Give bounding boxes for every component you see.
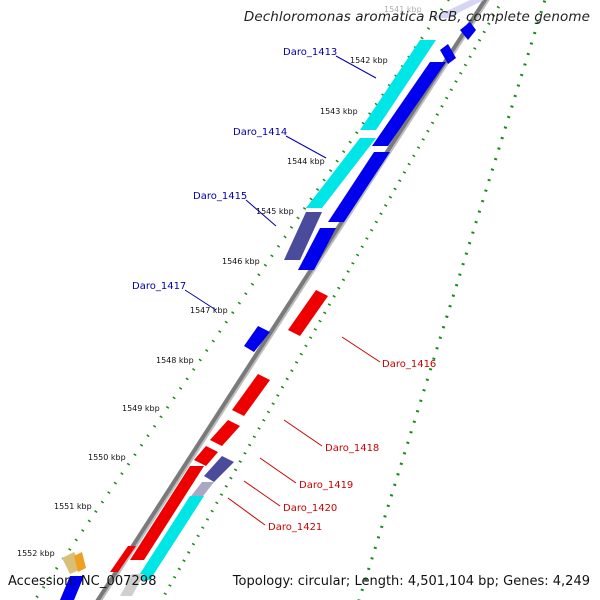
gene-label-forward[interactable]: Daro_1415 xyxy=(193,191,247,202)
grey-cds xyxy=(188,482,214,500)
gene-leader-line xyxy=(243,480,281,507)
accession-label: Accession: xyxy=(8,574,77,589)
gene-label-forward[interactable]: Daro_1413 xyxy=(283,47,337,58)
accession-info: Accession: NC_007298 xyxy=(8,574,157,589)
kbp-tick-label: 1550 kbp xyxy=(88,453,126,462)
cyan-highlight-top xyxy=(360,40,436,130)
kbp-tick-label: 1546 kbp xyxy=(222,257,260,266)
kbp-tick-label: 1545 kbp xyxy=(256,207,294,216)
kbp-tick-label: 1541 kbp xyxy=(384,5,422,14)
gene-leader-line xyxy=(335,55,377,79)
gene-label-forward[interactable]: Daro_1414 xyxy=(233,127,287,138)
red-cds-2 xyxy=(232,374,270,416)
gene-labels: Daro_1413 Daro_1414 Daro_1415 Daro_1417 Daro… xyxy=(132,47,436,533)
genome-backbone xyxy=(95,0,489,600)
gene-label-forward[interactable]: Daro_1417 xyxy=(132,281,186,292)
orange-cds-bottom xyxy=(74,552,86,572)
length-label: Length: xyxy=(354,574,404,589)
kbp-tick-label: 1551 kbp xyxy=(54,502,92,511)
kbp-tick-label: 1552 kbp xyxy=(17,549,55,558)
gene-label-reverse[interactable]: Daro_1420 xyxy=(283,503,337,514)
purple-highlight xyxy=(284,212,322,260)
cyan-cds-bottom xyxy=(136,496,204,580)
gene-label-reverse[interactable]: Daro_1416 xyxy=(382,359,436,370)
kbp-ticks: 1541 kbp 1542 kbp 1543 kbp 1544 kbp 1545 kbp… xyxy=(17,5,422,558)
genome-stats: Topology: circular; Length: 4,501,104 bp… xyxy=(232,574,590,589)
red-cds-5 xyxy=(130,466,204,560)
red-cds-4 xyxy=(194,446,218,466)
blue-cds-top xyxy=(460,22,476,40)
kbp-tick-label: 1543 kbp xyxy=(320,107,358,116)
genes-label: Genes: xyxy=(503,574,549,589)
blue-cds-1 xyxy=(440,44,456,64)
genome-backbone-shadow xyxy=(100,0,490,600)
gene-label-reverse[interactable]: Daro_1421 xyxy=(268,522,322,533)
outer-dotted-track xyxy=(357,0,547,600)
accession-value: NC_007298 xyxy=(80,574,157,589)
kbp-tick-label: 1548 kbp xyxy=(156,356,194,365)
grey-cds-bottom xyxy=(120,574,144,596)
purple-cds xyxy=(204,456,234,482)
gene-leader-line xyxy=(245,199,277,227)
kbp-tick-label: 1547 kbp xyxy=(190,306,228,315)
kbp-tick-label: 1544 kbp xyxy=(287,157,325,166)
gene-leader-line xyxy=(283,419,323,447)
lavender-highlight-top xyxy=(432,0,484,18)
topology-value: circular xyxy=(297,574,346,589)
gene-label-reverse[interactable]: Daro_1419 xyxy=(299,480,353,491)
blue-cds-5 xyxy=(244,326,270,352)
topology-label: Topology: xyxy=(232,574,294,589)
gene-leader-line xyxy=(227,497,266,526)
cyan-highlight-mid xyxy=(306,138,376,208)
gene-leader-line xyxy=(184,289,217,311)
kbp-tick-label: 1549 kbp xyxy=(122,404,160,413)
blue-cds-4 xyxy=(298,228,336,270)
gene-label-reverse[interactable]: Daro_1418 xyxy=(325,443,379,454)
blue-cds-3 xyxy=(328,152,390,222)
length-value: 4,501,104 bp xyxy=(407,574,495,589)
gene-leader-line xyxy=(341,336,381,363)
blue-cds-bottom xyxy=(60,576,84,600)
genes-value: 4,249 xyxy=(552,574,590,589)
gene-leader-line xyxy=(285,135,327,159)
red-cds-1 xyxy=(288,290,328,336)
kbp-tick-label: 1542 kbp xyxy=(350,56,388,65)
red-cds-bottom xyxy=(110,546,136,572)
gene-leader-line xyxy=(259,457,297,484)
red-cds-3 xyxy=(210,420,240,446)
page-title: Dechloromonas aromatica RCB, complete ge… xyxy=(243,9,590,25)
blue-cds-2 xyxy=(372,62,446,146)
